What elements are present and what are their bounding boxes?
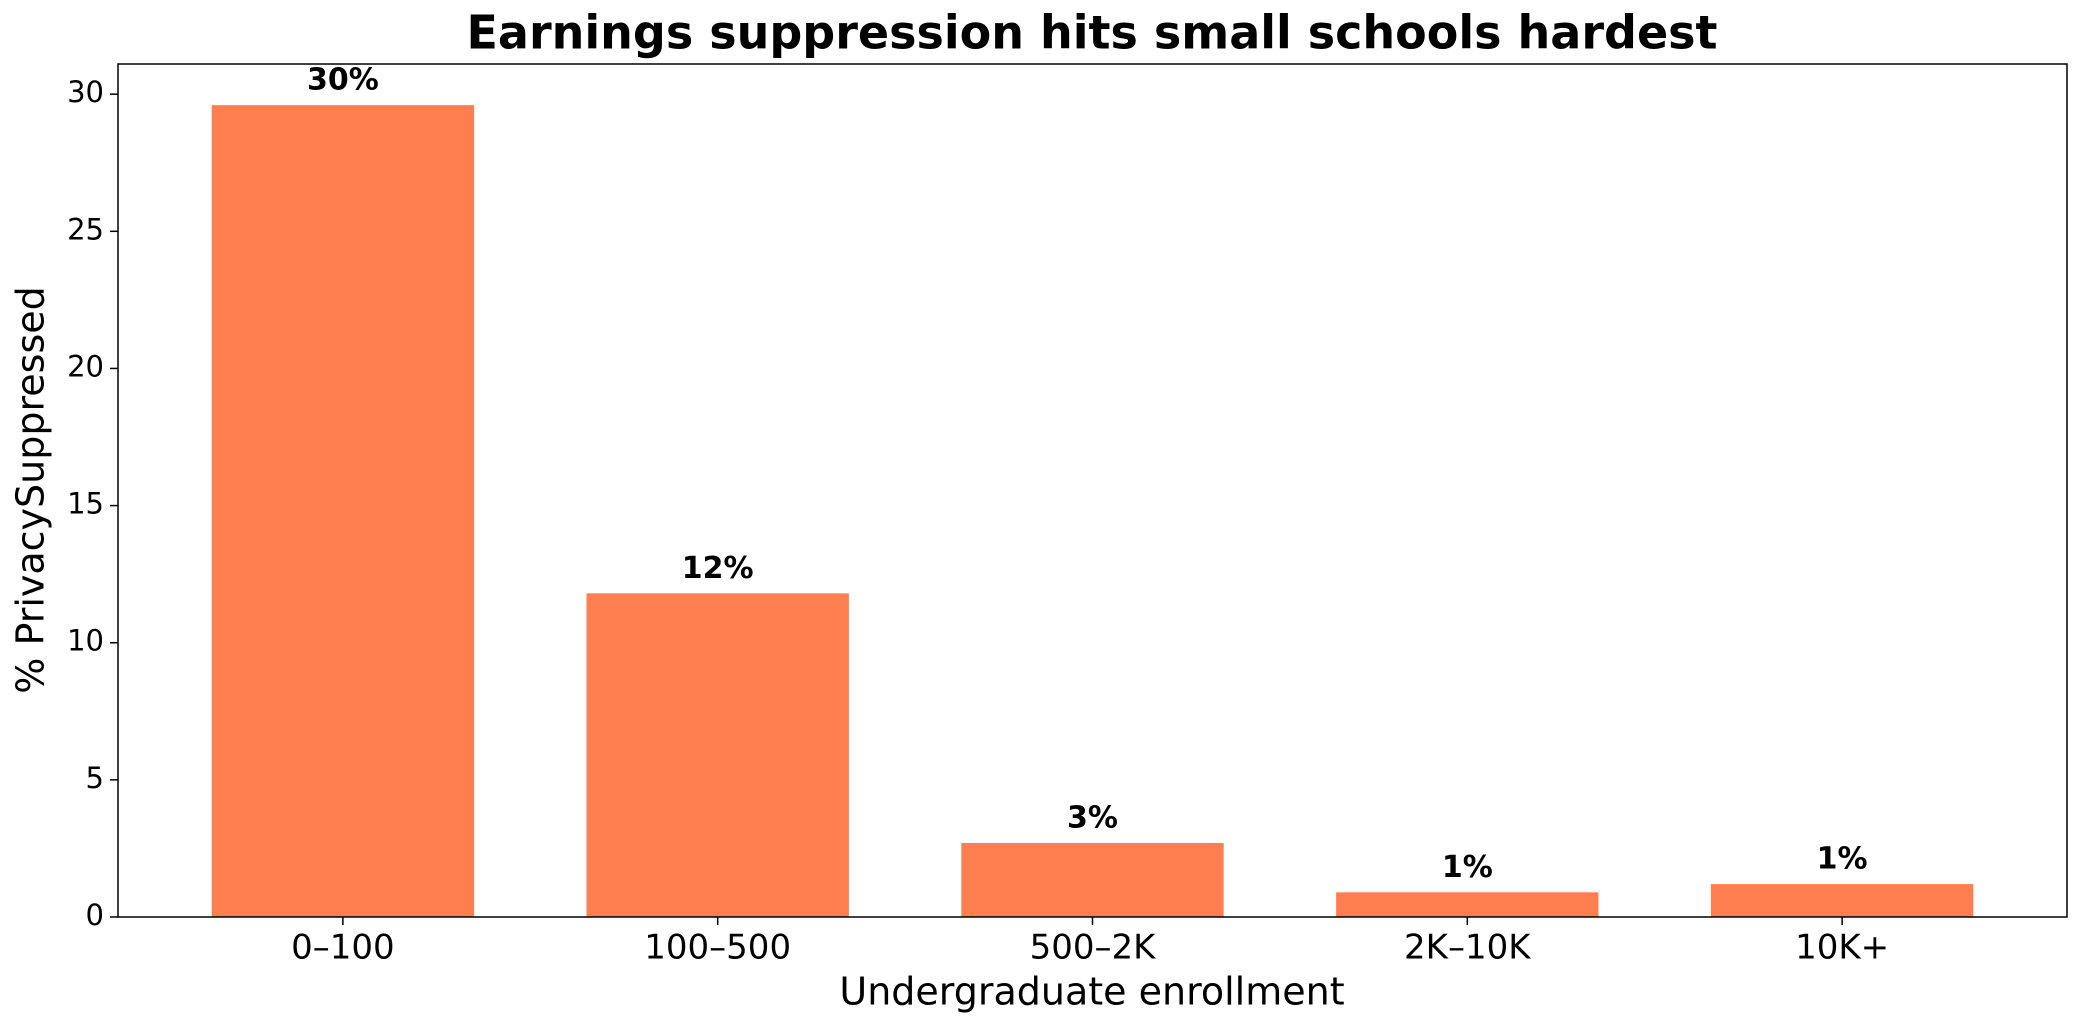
y-tick-label: 15 [67,487,104,521]
y-tick-label: 30 [67,75,104,109]
bar [1336,892,1599,917]
y-tick-label: 20 [67,349,104,383]
value-label: 1% [1442,850,1493,885]
y-tick-label: 5 [86,761,104,795]
x-tick-label: 0–100 [291,928,395,968]
value-label: 12% [682,551,754,586]
value-label: 30% [307,63,379,98]
y-tick-label: 0 [86,898,104,932]
bar [586,593,849,917]
axes-frame [117,63,2068,918]
y-axis-label: % PrivacySuppressed [9,286,53,693]
chart-title: Earnings suppression hits small schools … [466,6,1717,60]
bar [211,105,475,917]
bar [1710,884,1974,917]
x-tick-label: 500–2K [1030,928,1158,968]
x-axis-label: Undergraduate enrollment [839,970,1344,1014]
x-tick-label: 10K+ [1795,928,1889,968]
bar [961,842,1224,917]
x-tick-label: 100–500 [644,928,791,968]
y-tick-label: 25 [67,212,104,246]
value-label: 1% [1817,842,1868,877]
value-label: 3% [1067,800,1118,835]
x-tick-label: 2K–10K [1404,928,1532,968]
y-tick-label: 10 [67,624,104,658]
